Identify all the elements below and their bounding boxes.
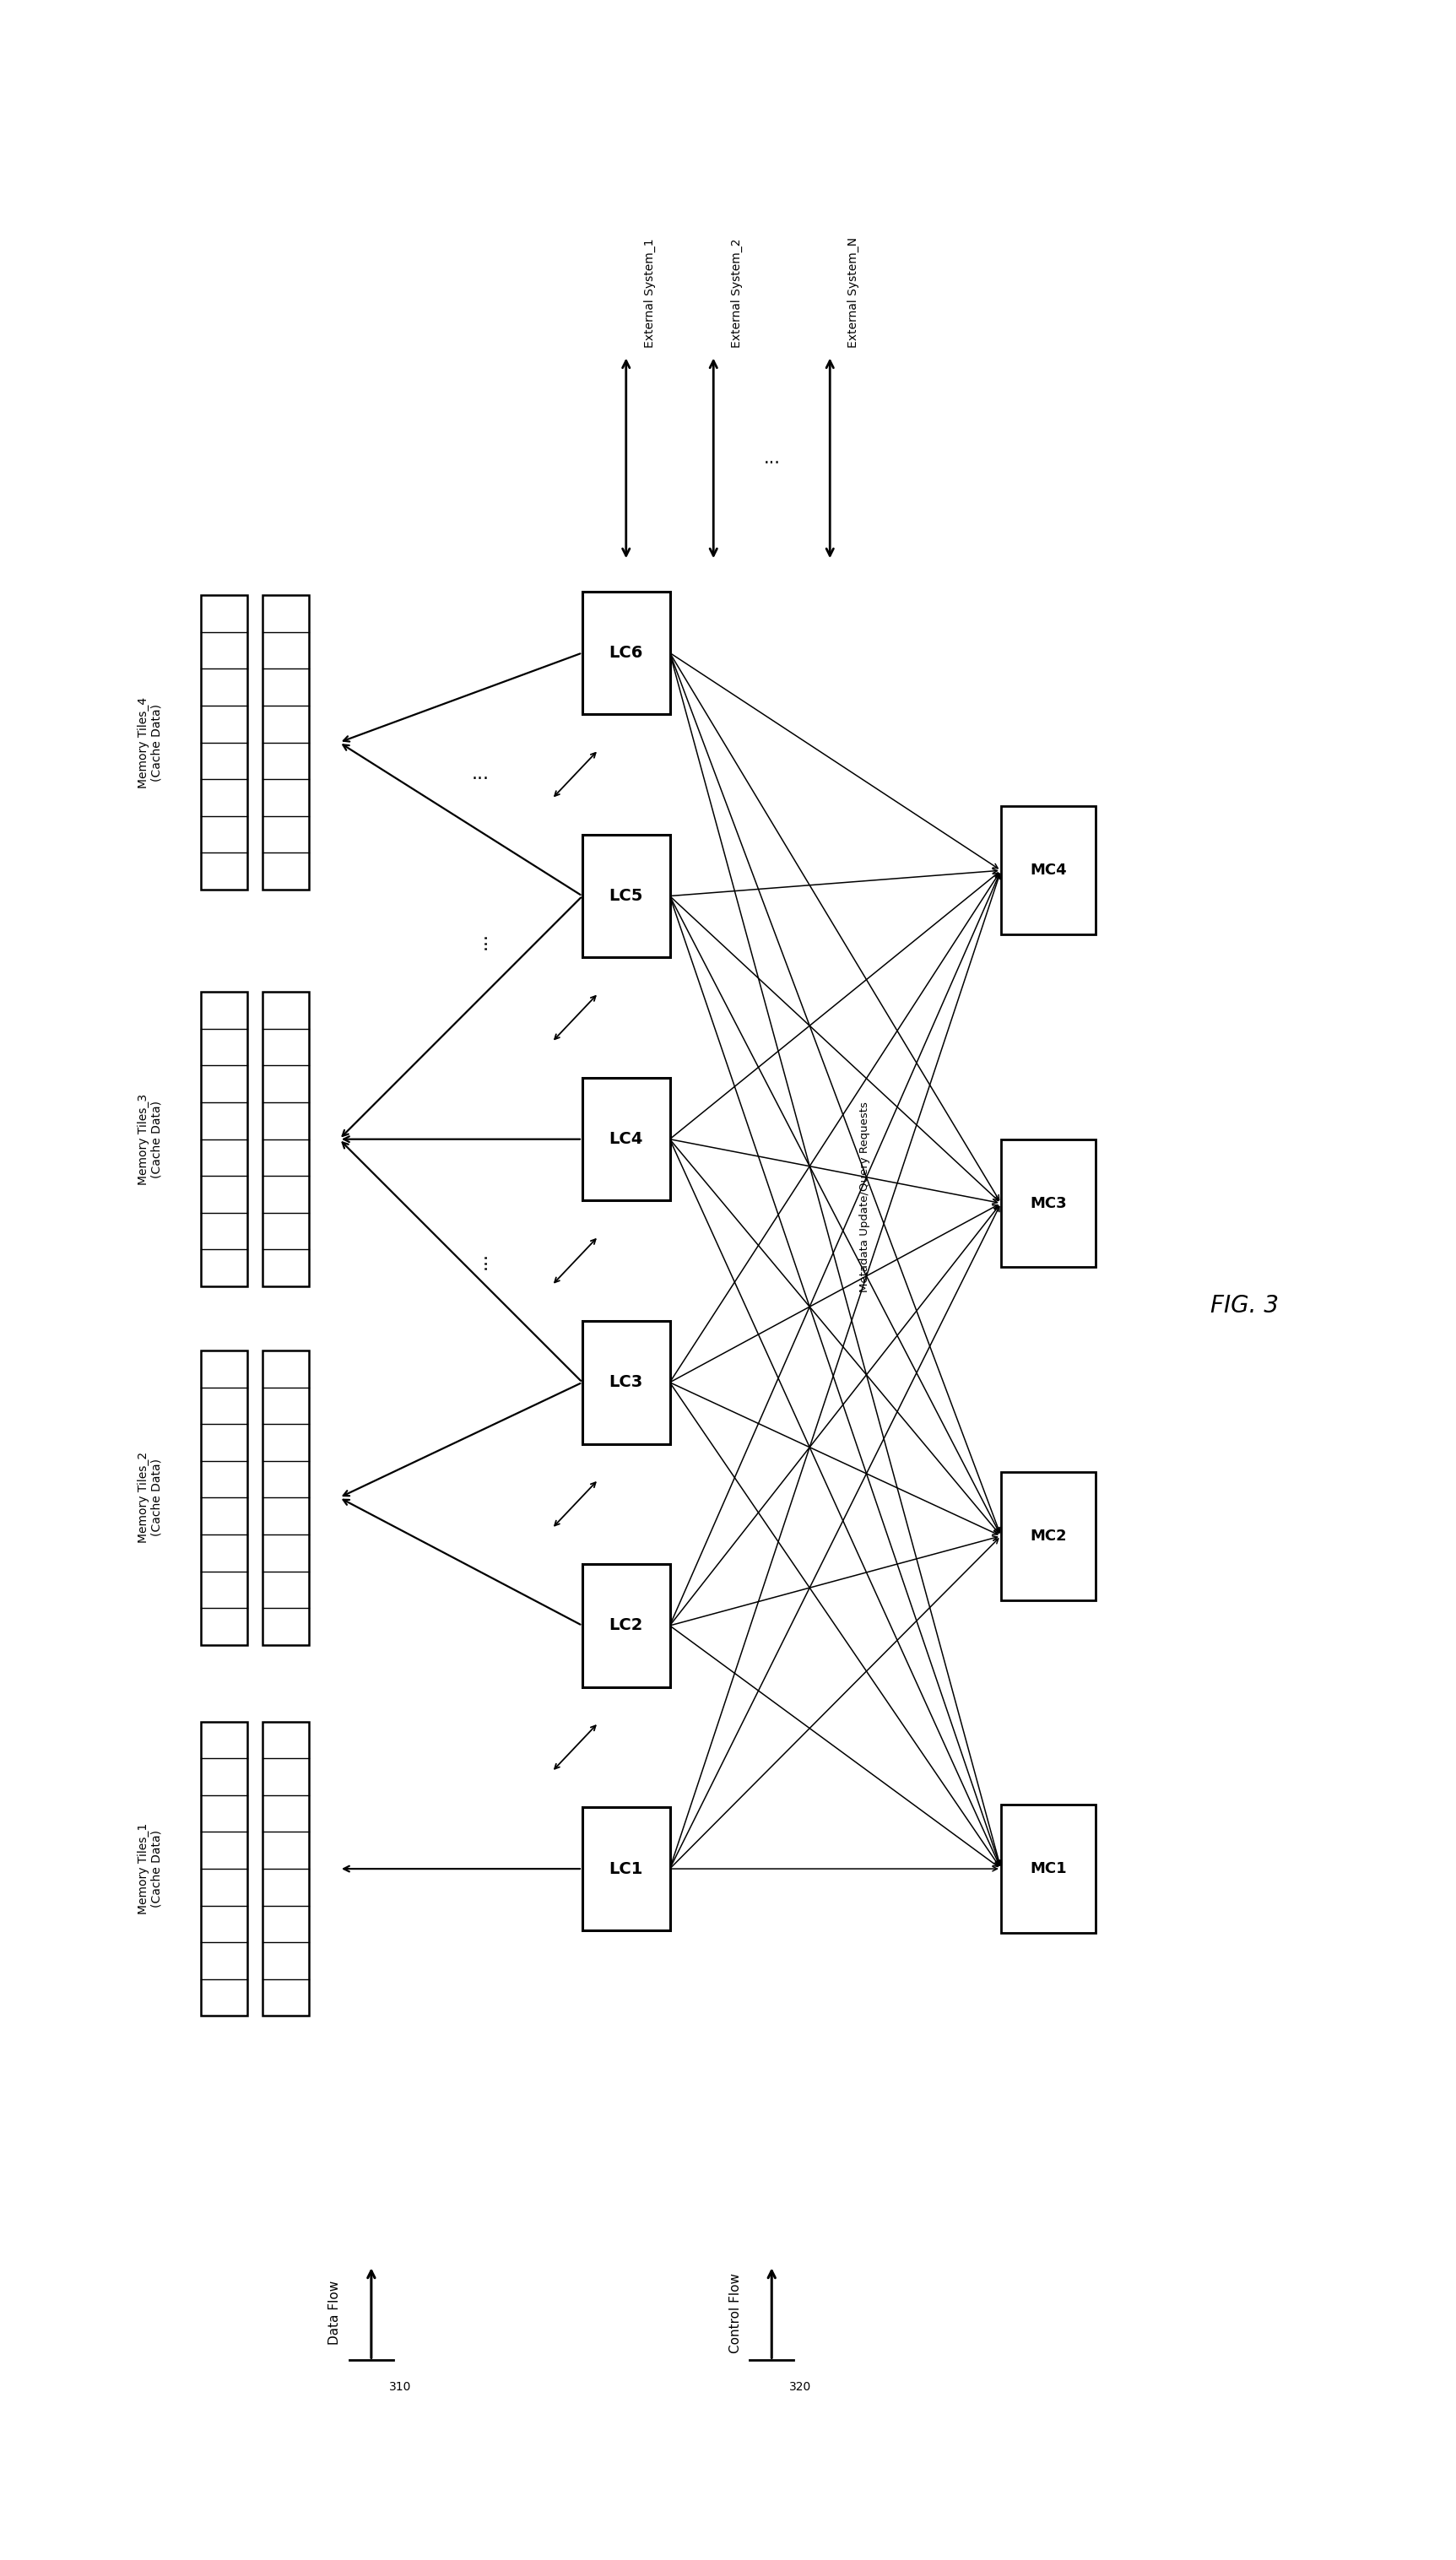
FancyBboxPatch shape [262,596,309,891]
Text: MC3: MC3 [1029,1196,1067,1211]
Text: LC3: LC3 [609,1375,644,1390]
Text: Memory Tiles_4
(Cache Data): Memory Tiles_4 (Cache Data) [137,696,163,788]
Text: MC1: MC1 [1029,1861,1067,1876]
Text: LC2: LC2 [609,1618,644,1633]
FancyBboxPatch shape [1002,1472,1095,1600]
FancyBboxPatch shape [262,1352,309,1646]
Text: LC1: LC1 [609,1861,644,1876]
FancyBboxPatch shape [201,1720,248,2017]
FancyBboxPatch shape [201,596,248,891]
Text: ...: ... [472,765,489,783]
FancyBboxPatch shape [582,1807,670,1930]
Text: 310: 310 [389,2381,411,2394]
FancyBboxPatch shape [201,991,248,1285]
Text: MC4: MC4 [1029,863,1067,878]
Text: Control Flow: Control Flow [729,2273,741,2353]
FancyBboxPatch shape [582,1078,670,1201]
FancyBboxPatch shape [582,1321,670,1444]
Text: 320: 320 [789,2381,811,2394]
Text: Memory Tiles_2
(Cache Data): Memory Tiles_2 (Cache Data) [137,1452,163,1544]
Text: Data Flow: Data Flow [329,2281,341,2345]
Text: LC5: LC5 [609,888,644,904]
Text: External System_2: External System_2 [731,238,743,348]
FancyBboxPatch shape [1002,1805,1095,1933]
FancyBboxPatch shape [582,591,670,714]
Text: Metadata Update/Query Requests: Metadata Update/Query Requests [859,1101,871,1293]
Text: ...: ... [472,932,489,950]
Text: ...: ... [472,1252,489,1270]
Text: External System_N: External System_N [847,238,859,348]
Text: LC6: LC6 [609,645,644,660]
Text: MC2: MC2 [1029,1528,1067,1544]
Text: FIG. 3: FIG. 3 [1211,1293,1278,1318]
FancyBboxPatch shape [262,991,309,1285]
FancyBboxPatch shape [582,1564,670,1687]
Text: External System_1: External System_1 [644,238,655,348]
Text: Memory Tiles_3
(Cache Data): Memory Tiles_3 (Cache Data) [137,1093,163,1185]
FancyBboxPatch shape [1002,806,1095,934]
Text: ...: ... [763,451,780,466]
FancyBboxPatch shape [262,1720,309,2017]
FancyBboxPatch shape [1002,1139,1095,1267]
Text: Memory Tiles_1
(Cache Data): Memory Tiles_1 (Cache Data) [137,1823,163,1915]
Text: LC4: LC4 [609,1132,644,1147]
FancyBboxPatch shape [201,1352,248,1646]
FancyBboxPatch shape [582,835,670,957]
